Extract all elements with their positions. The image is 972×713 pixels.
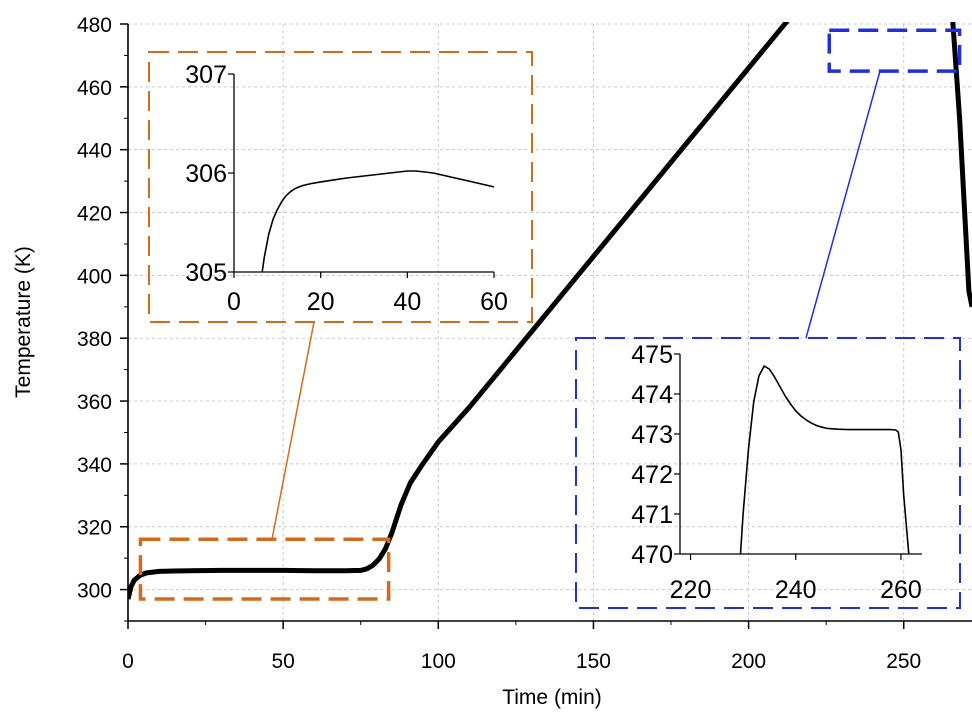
x-tick-label-150: 150 xyxy=(576,650,611,673)
zoom-boxes xyxy=(138,28,962,609)
x-tick-label-50: 50 xyxy=(271,650,294,673)
inset-x-tick-label-240: 240 xyxy=(775,576,817,604)
y-tick-label-440: 440 xyxy=(77,140,112,163)
inset-1: 0 20 40 60 305 306 307 xyxy=(185,61,508,316)
inset-line xyxy=(261,170,495,273)
y-tick-label-480: 480 xyxy=(77,14,112,37)
y-tick-label-380: 380 xyxy=(77,328,112,351)
x-tick-label-200: 200 xyxy=(731,650,766,673)
main-series xyxy=(128,22,972,600)
inset-frame-1 xyxy=(148,51,533,323)
inset-y-tick-label-473: 473 xyxy=(631,421,673,449)
x-tick-label-100: 100 xyxy=(421,650,456,673)
connector-line-1 xyxy=(271,321,315,540)
connector-line-2 xyxy=(805,70,881,339)
main-axes xyxy=(127,24,972,622)
temperature-line xyxy=(128,22,972,600)
y-tick-label-420: 420 xyxy=(77,203,112,226)
inset-y-tick-label-306: 306 xyxy=(185,160,227,188)
inset-y-tick-label-471: 471 xyxy=(631,501,673,529)
y-tick-label-300: 300 xyxy=(77,580,112,603)
x-tick-label-250: 250 xyxy=(886,650,921,673)
y-tick-label-340: 340 xyxy=(77,454,112,477)
inset-y-tick-label-470: 470 xyxy=(631,541,673,569)
main-grid xyxy=(128,23,972,621)
inset-line xyxy=(739,365,910,555)
inset-x-tick-label-220: 220 xyxy=(670,576,712,604)
inset-x-tick-label-60: 60 xyxy=(480,288,508,316)
inset-y-tick-label-475: 475 xyxy=(631,341,673,369)
inset-x-tick-label-20: 20 xyxy=(307,288,335,316)
y-tick-label-320: 320 xyxy=(77,517,112,540)
inset-y-tick-label-472: 472 xyxy=(631,461,673,489)
x-axis-title: Time (min) xyxy=(502,686,602,709)
inset-2: 220 240 260 470 471 472 473 474 475 xyxy=(631,341,922,604)
zoom-region-box-2 xyxy=(827,28,962,73)
inset-x-tick-label-0: 0 xyxy=(227,288,241,316)
inset-y-tick-label-305: 305 xyxy=(185,259,227,287)
inset-frame-2 xyxy=(575,337,961,609)
x-tick-label-0: 0 xyxy=(122,650,134,673)
y-tick-label-360: 360 xyxy=(77,391,112,414)
inset-y-tick-label-307: 307 xyxy=(185,61,227,89)
inset-x-tick-label-260: 260 xyxy=(880,576,922,604)
y-axis-title: Temperature (K) xyxy=(12,246,35,398)
y-tick-label-400: 400 xyxy=(77,265,112,288)
y-tick-label-460: 460 xyxy=(77,77,112,100)
main-ticks: 0 50 100 150 200 2503003203403603804004204404… xyxy=(77,14,921,673)
inset-x-tick-label-40: 40 xyxy=(393,288,421,316)
inset-y-tick-label-474: 474 xyxy=(631,381,673,409)
zoom-region-box-1 xyxy=(138,537,391,601)
